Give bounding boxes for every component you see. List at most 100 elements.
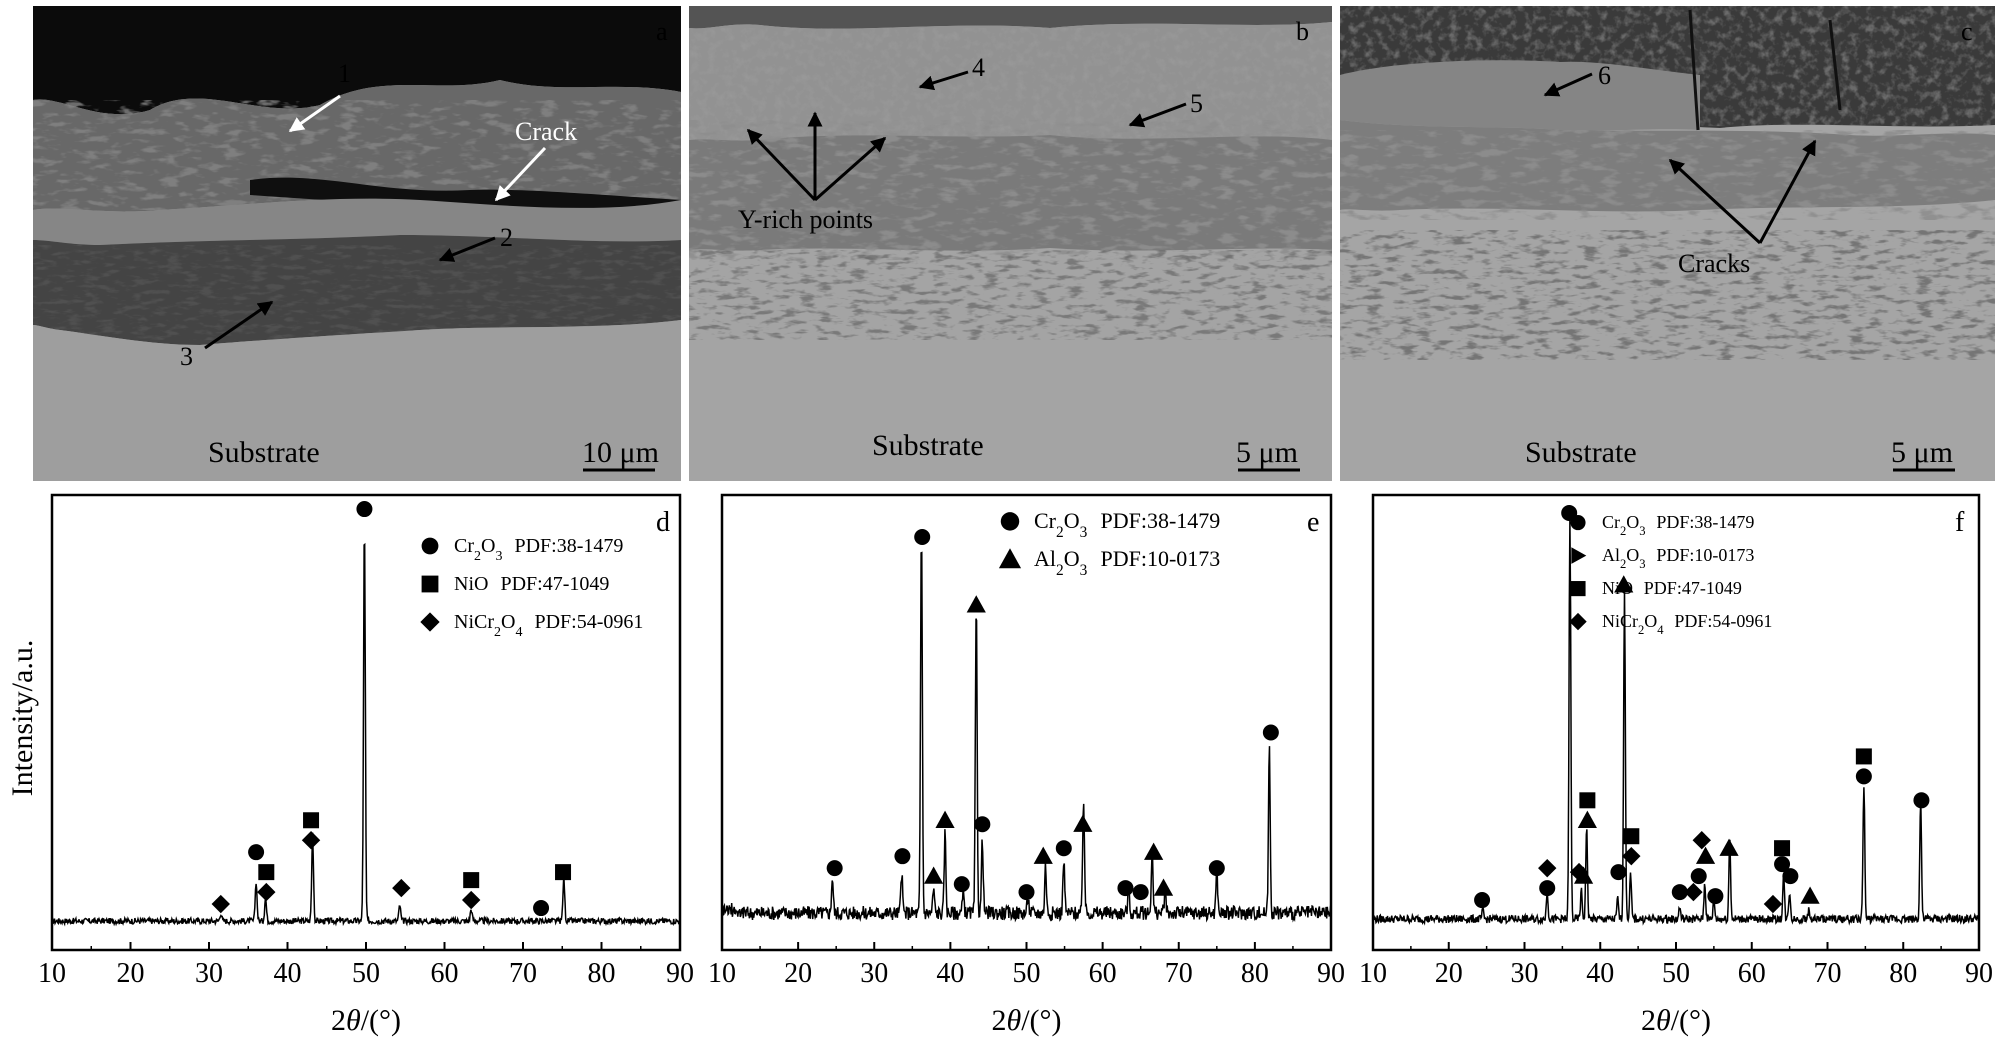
- x-tick-label: 10: [38, 958, 66, 989]
- peak-marker-circle: [1539, 880, 1556, 897]
- x-tick-label: 90: [1317, 958, 1345, 989]
- label-cracks: Cracks: [1678, 249, 1750, 278]
- label-3: 3: [180, 342, 193, 371]
- legend-entry: Cr2O3 PDF:38-1479: [1602, 512, 1754, 538]
- peak-marker-triangle: [1073, 814, 1093, 832]
- peak-marker-circle: [894, 848, 911, 865]
- peak-marker-circle: [356, 501, 373, 518]
- peak-marker-circle: [1132, 884, 1149, 901]
- peak-marker-triangle: [1695, 846, 1716, 864]
- legend-marker-circle: [1000, 512, 1020, 531]
- legend-marker-triangle: [998, 548, 1022, 569]
- x-tick-label: 70: [1814, 958, 1842, 989]
- peak-marker-square: [1855, 748, 1872, 765]
- x-tick-label: 30: [860, 958, 888, 989]
- xrd-chart-d: 10 20 30 40 50 60 70 80 90 2θ/(°) d Cr2O3 PDF:38-147…: [38, 493, 694, 1037]
- peak-marker-triangle: [1144, 842, 1164, 860]
- peak-marker-circle: [826, 860, 843, 877]
- diffraction-line: [51, 542, 681, 927]
- peak-marker-circle: [533, 900, 550, 917]
- scale-label-b: 5 μm: [1236, 436, 1298, 469]
- peak-marker-circle: [1055, 840, 1072, 857]
- x-tick-label: 20: [1435, 958, 1463, 989]
- legend-entry: Al2O3 PDF:10-0173: [1602, 545, 1754, 571]
- x-tick-label: 50: [1013, 958, 1041, 989]
- peak-marker-triangle: [1719, 838, 1739, 856]
- peak-marker-square: [1774, 840, 1791, 857]
- peak-marker-circle: [248, 844, 265, 861]
- panel-letter-d: d: [656, 507, 670, 538]
- legend-entry: Cr2O3 PDF:38-1479: [454, 535, 623, 564]
- x-tick-label: 50: [352, 958, 380, 989]
- peak-marker-circle: [1474, 892, 1491, 909]
- substrate-label-a: Substrate: [208, 436, 320, 469]
- peak-marker-diamond: [211, 894, 230, 914]
- peak-marker-diamond: [257, 882, 276, 902]
- x-tick-label: 20: [117, 958, 145, 989]
- peak-marker-circle: [1117, 880, 1134, 897]
- peak-marker-triangle: [1614, 575, 1634, 593]
- plot-frame: [720, 493, 1333, 952]
- diffraction-line: [1372, 518, 1980, 926]
- x-tick-label: 40: [1586, 958, 1614, 989]
- x-tick-label: 30: [1511, 958, 1539, 989]
- substrate-label-c: Substrate: [1525, 436, 1637, 469]
- x-tick-label: 80: [1241, 958, 1269, 989]
- sem-labels-c: 6 Cracks: [1543, 61, 1817, 278]
- x-tick-label: 60: [1738, 958, 1766, 989]
- x-tick-label: 30: [195, 958, 223, 989]
- sem-panel-b: 4 5 Y-rich points b Substrate 5 μm: [689, 6, 1332, 481]
- peak-marker-circle: [1671, 884, 1688, 901]
- x-tick-label: 70: [1165, 958, 1193, 989]
- x-tick-label: 40: [936, 958, 964, 989]
- peak-marker-circle: [1782, 868, 1799, 885]
- x-tick-label: 80: [1889, 958, 1917, 989]
- x-tick-label: 60: [1089, 958, 1117, 989]
- peak-marker-circle: [974, 816, 991, 833]
- label-2: 2: [500, 223, 513, 252]
- peak-marker-circle: [1913, 792, 1930, 809]
- panel-letter-a: a: [656, 17, 668, 46]
- x-tick-label: 60: [431, 958, 459, 989]
- legend-marker-square: [1570, 581, 1586, 597]
- peak-marker-diamond: [1692, 831, 1711, 850]
- sem-labels-b: 4 5 Y-rich points: [738, 53, 1203, 234]
- legend-marker-square: [421, 575, 439, 593]
- panel-letter-b: b: [1296, 17, 1309, 46]
- legend-entry: NiCr2O4 PDF:54-0961: [454, 611, 643, 640]
- peak-marker-triangle: [966, 595, 986, 613]
- label-1: 1: [338, 59, 351, 88]
- panel-letter-e: e: [1307, 507, 1319, 538]
- label-6: 6: [1598, 61, 1611, 90]
- legend-marker-diamond: [1569, 612, 1587, 631]
- peak-marker-diamond: [1763, 894, 1783, 914]
- peak-marker-diamond: [301, 831, 321, 850]
- xrd-chart-e: 10 20 30 40 50 60 70 80 90 2θ/(°) e Cr2O3 PDF:38-147…: [708, 493, 1345, 1037]
- sem-panel-a: 1 Crack 2 3 a Substrate 10 μm: [33, 6, 681, 481]
- legend-marker-circle: [1570, 515, 1586, 531]
- peak-marker-triangle: [1033, 846, 1053, 864]
- scale-label-c: 5 μm: [1891, 436, 1953, 469]
- legend-marker-circle: [421, 537, 439, 555]
- peak-marker-circle: [1690, 868, 1707, 885]
- label-crack: Crack: [515, 117, 577, 146]
- x-axis-label: 2θ/(°): [1641, 1004, 1711, 1037]
- peak-marker-triangle: [1577, 810, 1597, 828]
- peak-marker-square: [1579, 792, 1596, 809]
- xrd-chart-f: 10 20 30 40 50 60 70 80 90 2θ/(°) f Cr2O3 PDF:38-147…: [1359, 493, 1993, 1037]
- peak-marker-circle: [1208, 860, 1225, 877]
- peak-marker-triangle: [924, 866, 944, 884]
- substrate-label-b: Substrate: [872, 429, 984, 462]
- label-5: 5: [1190, 89, 1203, 118]
- label-4: 4: [972, 53, 985, 82]
- x-tick-label: 20: [784, 958, 812, 989]
- peak-marker-circle: [914, 528, 931, 545]
- peak-marker-triangle: [1800, 886, 1820, 904]
- panel-letter-f: f: [1955, 507, 1965, 538]
- peak-marker-triangle: [1153, 878, 1174, 896]
- peak-marker-square: [463, 872, 480, 889]
- label-y-rich-points: Y-rich points: [738, 205, 873, 234]
- peak-marker-diamond: [1622, 846, 1641, 866]
- peak-marker-circle: [1262, 724, 1279, 741]
